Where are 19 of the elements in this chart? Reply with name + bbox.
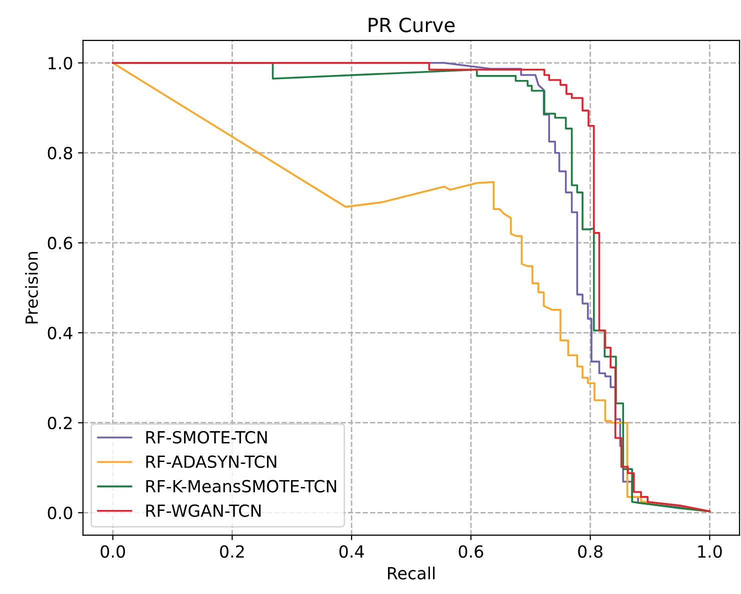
y-tick-label: 0.4 (48, 326, 72, 340)
y-tick-label: 0.0 (48, 506, 72, 520)
x-tick-label: 1.0 (698, 545, 722, 558)
legend-label: RF-ADASYN-TCN (146, 455, 276, 468)
legend-label: RF-SMOTE-TCN (146, 430, 267, 444)
legend-label: RF-K-MeansSMOTE-TCN (146, 480, 336, 492)
y-tick-label: 1.0 (48, 56, 72, 70)
y-tick-label: 0.2 (48, 416, 72, 430)
y-axis-title: Precision (25, 252, 38, 324)
legend-label: RF-WGAN-TCN (146, 504, 261, 517)
x-tick-label: 0.0 (100, 545, 125, 558)
x-tick-label: 0.6 (458, 545, 484, 558)
y-tick-label: 0.6 (48, 236, 72, 250)
y-tick-label: 0.8 (48, 146, 72, 160)
x-tick-label: 0.4 (339, 545, 364, 558)
x-axis-title: Recall (388, 566, 435, 580)
x-tick-label: 0.2 (220, 545, 244, 558)
x-tick-label: 0.8 (578, 545, 602, 558)
chart-title: PR Curve (368, 18, 455, 32)
